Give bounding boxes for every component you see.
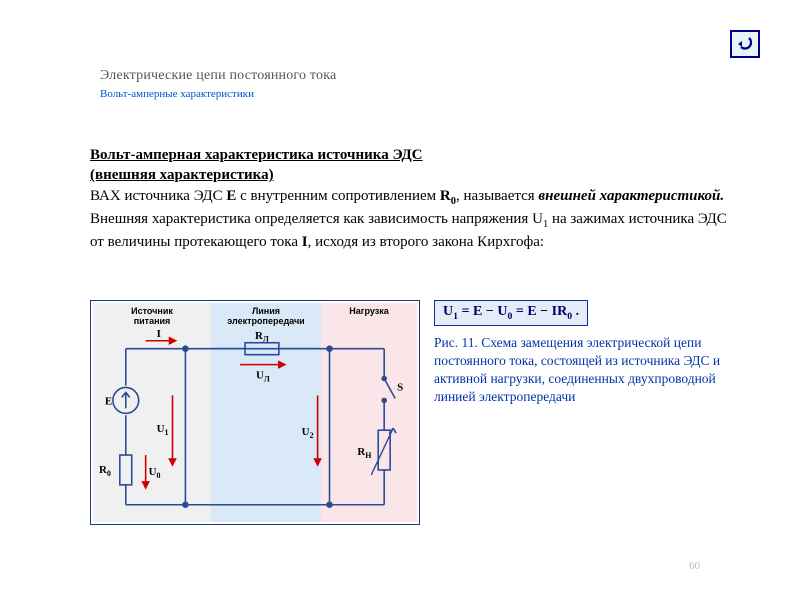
p1d: Внешняя характеристика определяется как … [90, 211, 532, 227]
right-column: U1 = E − U0 = E − IR0 . Рис. 11. Схема з… [434, 300, 750, 525]
svg-text:S: S [397, 381, 403, 393]
nav-back-button[interactable] [730, 30, 760, 58]
svg-text:E: E [105, 395, 112, 407]
svg-text:U0: U0 [149, 466, 161, 480]
figure-caption: Рис. 11. Схема замещения электрической ц… [434, 334, 750, 407]
p1-u: U1 [532, 211, 548, 227]
heading-line1: Вольт-амперная характеристика источника … [90, 147, 423, 163]
slide-header: Электрические цепи постоянного тока Воль… [100, 68, 336, 100]
p1b: с внутренним сопротивлением [236, 188, 440, 204]
header-title: Электрические цепи постоянного тока [100, 68, 336, 84]
p1-term: внешней характеристикой. [538, 188, 724, 204]
body-text: Вольт-амперная характеристика источника … [90, 145, 730, 252]
page-number: 60 [689, 560, 700, 572]
lower-row: Источникпитания Линияэлектропередачи Наг… [90, 300, 750, 525]
back-icon [735, 35, 755, 53]
circuit-svg: I E U1 R0 U0 RЛ UЛ U2 RН S [91, 301, 419, 525]
p1-e: E [226, 188, 236, 204]
svg-text:U2: U2 [302, 426, 314, 440]
p1f: , исходя из второго закона Кирхгофа: [308, 234, 544, 250]
p1c: , называется [456, 188, 538, 204]
svg-text:RН: RН [357, 446, 372, 460]
p1-r: R0 [440, 188, 456, 204]
formula-box: U1 = E − U0 = E − IR0 . [434, 300, 588, 326]
svg-text:R0: R0 [99, 464, 111, 478]
heading-line2: (внешняя характеристика) [90, 167, 274, 183]
p1a: ВАХ источника ЭДС [90, 188, 226, 204]
svg-text:UЛ: UЛ [256, 370, 270, 384]
svg-text:RЛ: RЛ [255, 330, 269, 344]
svg-text:U1: U1 [157, 423, 169, 437]
circuit-diagram: Источникпитания Линияэлектропередачи Наг… [90, 300, 420, 525]
header-subtitle: Вольт-амперные характеристики [100, 88, 336, 100]
svg-text:I: I [157, 328, 161, 340]
